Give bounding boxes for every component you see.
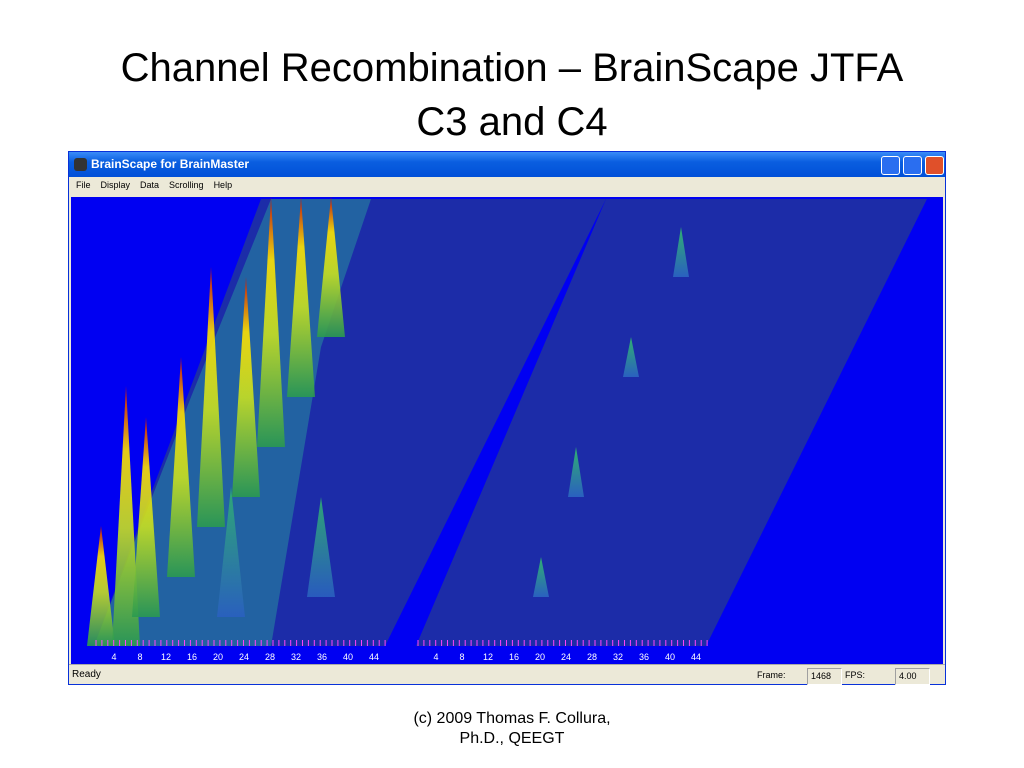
app-window: BrainScape for BrainMaster File Display Da… — [68, 151, 946, 685]
freq-label: 8 — [459, 652, 464, 662]
fps-value: 4.00 — [895, 668, 930, 685]
freq-label: 28 — [265, 652, 275, 662]
menu-item[interactable]: Display — [100, 180, 131, 190]
spectral-peak — [623, 337, 639, 377]
frame-value: 1468 — [807, 668, 842, 685]
spectral-peak — [673, 227, 689, 277]
spectral-peak — [257, 197, 285, 447]
freq-label: 4 — [433, 652, 438, 662]
footer: Ph.D., QEEGT — [459, 730, 565, 747]
freq-label: 20 — [535, 652, 545, 662]
spectral-peak — [317, 197, 345, 337]
menu-bar: File Display Data Scrolling Help — [76, 180, 242, 190]
freq-label: 12 — [483, 652, 493, 662]
status-bar: Ready Frame: 1468 FPS: 4.00 — [69, 664, 945, 685]
freq-label: 16 — [509, 652, 519, 662]
freq-label: 44 — [691, 652, 701, 662]
spectral-peak — [167, 357, 195, 577]
menu-item[interactable]: Data — [140, 180, 160, 190]
freq-label: 4 — [111, 652, 116, 662]
spectral-peak — [287, 197, 315, 397]
minimize-button[interactable] — [881, 156, 900, 175]
freq-label: 28 — [587, 652, 597, 662]
status-text: Ready — [72, 669, 101, 680]
slide-title: Channel Recombination – BrainScape JTFA — [120, 46, 904, 90]
freq-label: 36 — [317, 652, 327, 662]
spectral-peak — [132, 417, 160, 617]
menu-item[interactable]: Help — [213, 180, 233, 190]
freq-label: 12 — [161, 652, 171, 662]
freq-label: 44 — [369, 652, 379, 662]
spectral-peak — [197, 267, 225, 527]
app-icon — [74, 158, 87, 171]
menu-item[interactable]: File — [76, 180, 91, 190]
freq-label: 20 — [213, 652, 223, 662]
freq-label: 24 — [239, 652, 249, 662]
menu-item[interactable]: Scrolling — [169, 180, 204, 190]
slide-title: C3 and C4 — [416, 100, 608, 144]
freq-label: 32 — [613, 652, 623, 662]
jtfa-view: 4 8 12 16 20 24 28 32 36 40 44 4 8 12 16 20 24 28 32 36 40 44 — [71, 197, 943, 664]
freq-label: 40 — [665, 652, 675, 662]
title-bar: BrainScape for BrainMaster — [69, 152, 945, 177]
spectral-peak — [533, 557, 549, 597]
spectral-peak — [232, 277, 260, 497]
spectral-peak — [307, 497, 335, 597]
freq-label: 32 — [291, 652, 301, 662]
c4-surface — [416, 199, 927, 646]
fps-label: FPS: — [845, 670, 866, 680]
freq-label: 8 — [137, 652, 142, 662]
spectral-peak — [568, 447, 584, 497]
freq-label: 16 — [187, 652, 197, 662]
spectral-peak — [87, 526, 115, 646]
freq-label: 36 — [639, 652, 649, 662]
freq-label: 24 — [561, 652, 571, 662]
freq-label: 40 — [343, 652, 353, 662]
frame-label: Frame: — [757, 670, 786, 680]
spectral-peak — [217, 487, 245, 617]
window-title: BrainScape for BrainMaster — [91, 157, 250, 171]
spectral-peak — [112, 386, 140, 646]
maximize-button[interactable] — [903, 156, 922, 175]
footer: (c) 2009 Thomas F. Collura, — [413, 710, 611, 727]
close-button[interactable] — [925, 156, 944, 175]
